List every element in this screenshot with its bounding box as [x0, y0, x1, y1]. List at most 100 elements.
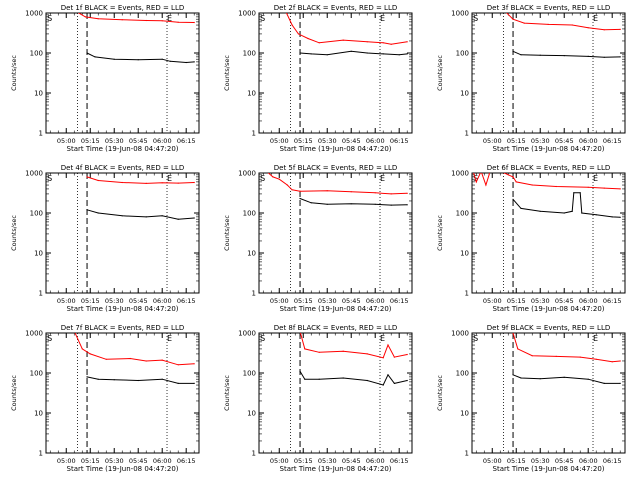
events-data-point — [387, 374, 389, 376]
x-axis-label: Start Time (19-Jun-08 04:47:20) — [280, 145, 392, 153]
lld-data-point — [326, 190, 328, 192]
y-tick-label: 10 — [247, 410, 256, 418]
chart-panel-9: Det 9f BLACK = Events, RED = LLD 1 10 100 10… — [436, 324, 626, 473]
lld-data-point — [571, 24, 573, 26]
events-data-point — [587, 55, 589, 58]
chart-panel-5: Det 5f BLACK = Events, RED = LLD 1 10 100 10… — [223, 164, 413, 313]
x-tick-label: 06:00 — [579, 137, 598, 145]
end-marker: E — [167, 174, 172, 183]
events-series-line — [86, 209, 195, 220]
x-tick-label: 05:00 — [270, 137, 289, 145]
lld-data-point — [318, 42, 320, 44]
plot-frame — [45, 332, 200, 454]
lld-data-point — [286, 184, 288, 186]
lld-data-point — [266, 171, 267, 172]
end-marker: E — [593, 14, 598, 23]
y-tick-label: 10 — [460, 410, 469, 418]
lld-data-point — [481, 171, 482, 172]
events-data-point — [579, 192, 581, 194]
lld-data-point — [595, 358, 597, 360]
x-tick-label: 05:45 — [129, 297, 148, 305]
lld-data-point — [366, 353, 368, 355]
lld-data-point — [145, 360, 147, 362]
lld-data-point — [547, 23, 549, 25]
events-data-point — [539, 378, 541, 380]
x-tick-label: 05:15 — [81, 137, 100, 145]
x-tick-label: 05:00 — [57, 137, 76, 145]
y-tick-label: 1000 — [25, 170, 43, 178]
events-data-point — [619, 382, 621, 384]
y-tick-label: 100 — [30, 370, 43, 378]
lld-data-point — [342, 39, 344, 41]
events-data-point — [366, 379, 368, 382]
events-data-point — [145, 216, 147, 218]
lld-data-point — [291, 24, 293, 26]
events-data-point — [571, 210, 573, 212]
x-axis-label: Start Time (19-Jun-08 04:47:20) — [280, 465, 392, 473]
x-tick-label: 05:00 — [270, 297, 289, 305]
y-tick-label: 100 — [30, 210, 43, 218]
lld-data-point — [619, 28, 621, 30]
start-marker: S — [47, 14, 52, 23]
lld-data-point — [579, 356, 581, 358]
lld-series-line — [506, 13, 621, 31]
lld-data-point — [555, 185, 557, 188]
y-tick-label: 1 — [465, 450, 469, 458]
x-tick-label: 05:00 — [57, 457, 76, 465]
events-data-point — [382, 53, 384, 55]
events-data-point — [137, 379, 139, 382]
chart-panel-4: Det 4f BLACK = Events, RED = LLD 1 10 100 10… — [10, 164, 200, 313]
lld-data-point — [177, 364, 179, 366]
events-data-point — [350, 203, 352, 205]
chart-panel-7: Det 7f BLACK = Events, RED = LLD 1 10 100 10… — [10, 324, 200, 473]
events-data-point — [573, 192, 575, 194]
plot-frame — [45, 12, 200, 134]
lld-data-point — [86, 176, 88, 178]
lld-data-point — [473, 171, 474, 172]
x-axis-label: Start Time (19-Jun-08 04:47:20) — [67, 465, 179, 473]
x-tick-label: 05:15 — [294, 297, 313, 305]
x-tick-label: 05:15 — [507, 457, 526, 465]
lld-data-point — [304, 348, 306, 350]
lld-data-point — [350, 191, 352, 193]
y-axis-label: Counts/sec — [10, 55, 18, 91]
events-data-point — [595, 214, 597, 216]
y-axis-label: Counts/sec — [10, 375, 18, 411]
lld-data-point — [587, 186, 589, 188]
lld-data-point — [291, 189, 293, 191]
events-data-point — [366, 52, 368, 54]
chart-panel-6: Det 6f BLACK = Events, RED = LLD 1 10 100 10… — [436, 164, 626, 313]
lld-data-point — [129, 357, 131, 360]
start-marker: S — [260, 174, 265, 183]
x-tick-label: 05:30 — [105, 137, 124, 145]
events-data-point — [193, 382, 195, 384]
chart-title: Det 4f BLACK = Events, RED = LLD — [61, 164, 184, 172]
lld-data-point — [374, 192, 376, 194]
events-data-point — [161, 58, 163, 60]
events-data-point — [520, 54, 522, 56]
end-marker: E — [167, 14, 172, 23]
events-data-point — [299, 52, 301, 54]
events-data-point — [169, 60, 171, 62]
x-tick-label: 06:00 — [153, 137, 172, 145]
events-data-point — [318, 378, 320, 380]
start-marker: S — [47, 334, 52, 343]
lld-data-point — [512, 333, 514, 334]
events-data-point — [512, 374, 514, 376]
x-tick-label: 05:00 — [57, 297, 76, 305]
events-data-point — [310, 53, 312, 55]
y-tick-label: 1 — [465, 130, 469, 138]
events-data-point — [406, 204, 408, 206]
x-tick-label: 05:30 — [105, 457, 124, 465]
events-data-point — [94, 56, 96, 58]
lld-data-point — [485, 184, 487, 186]
x-tick-label: 05:30 — [531, 297, 550, 305]
lld-data-point — [406, 192, 408, 194]
y-tick-label: 1000 — [451, 10, 469, 18]
chart-panel-1: Det 1f BLACK = Events, RED = LLD 1 10 100 10… — [10, 4, 200, 153]
y-tick-label: 10 — [460, 90, 469, 98]
lld-series-line — [285, 13, 408, 45]
x-tick-label: 05:45 — [555, 297, 574, 305]
events-data-point — [563, 376, 565, 378]
